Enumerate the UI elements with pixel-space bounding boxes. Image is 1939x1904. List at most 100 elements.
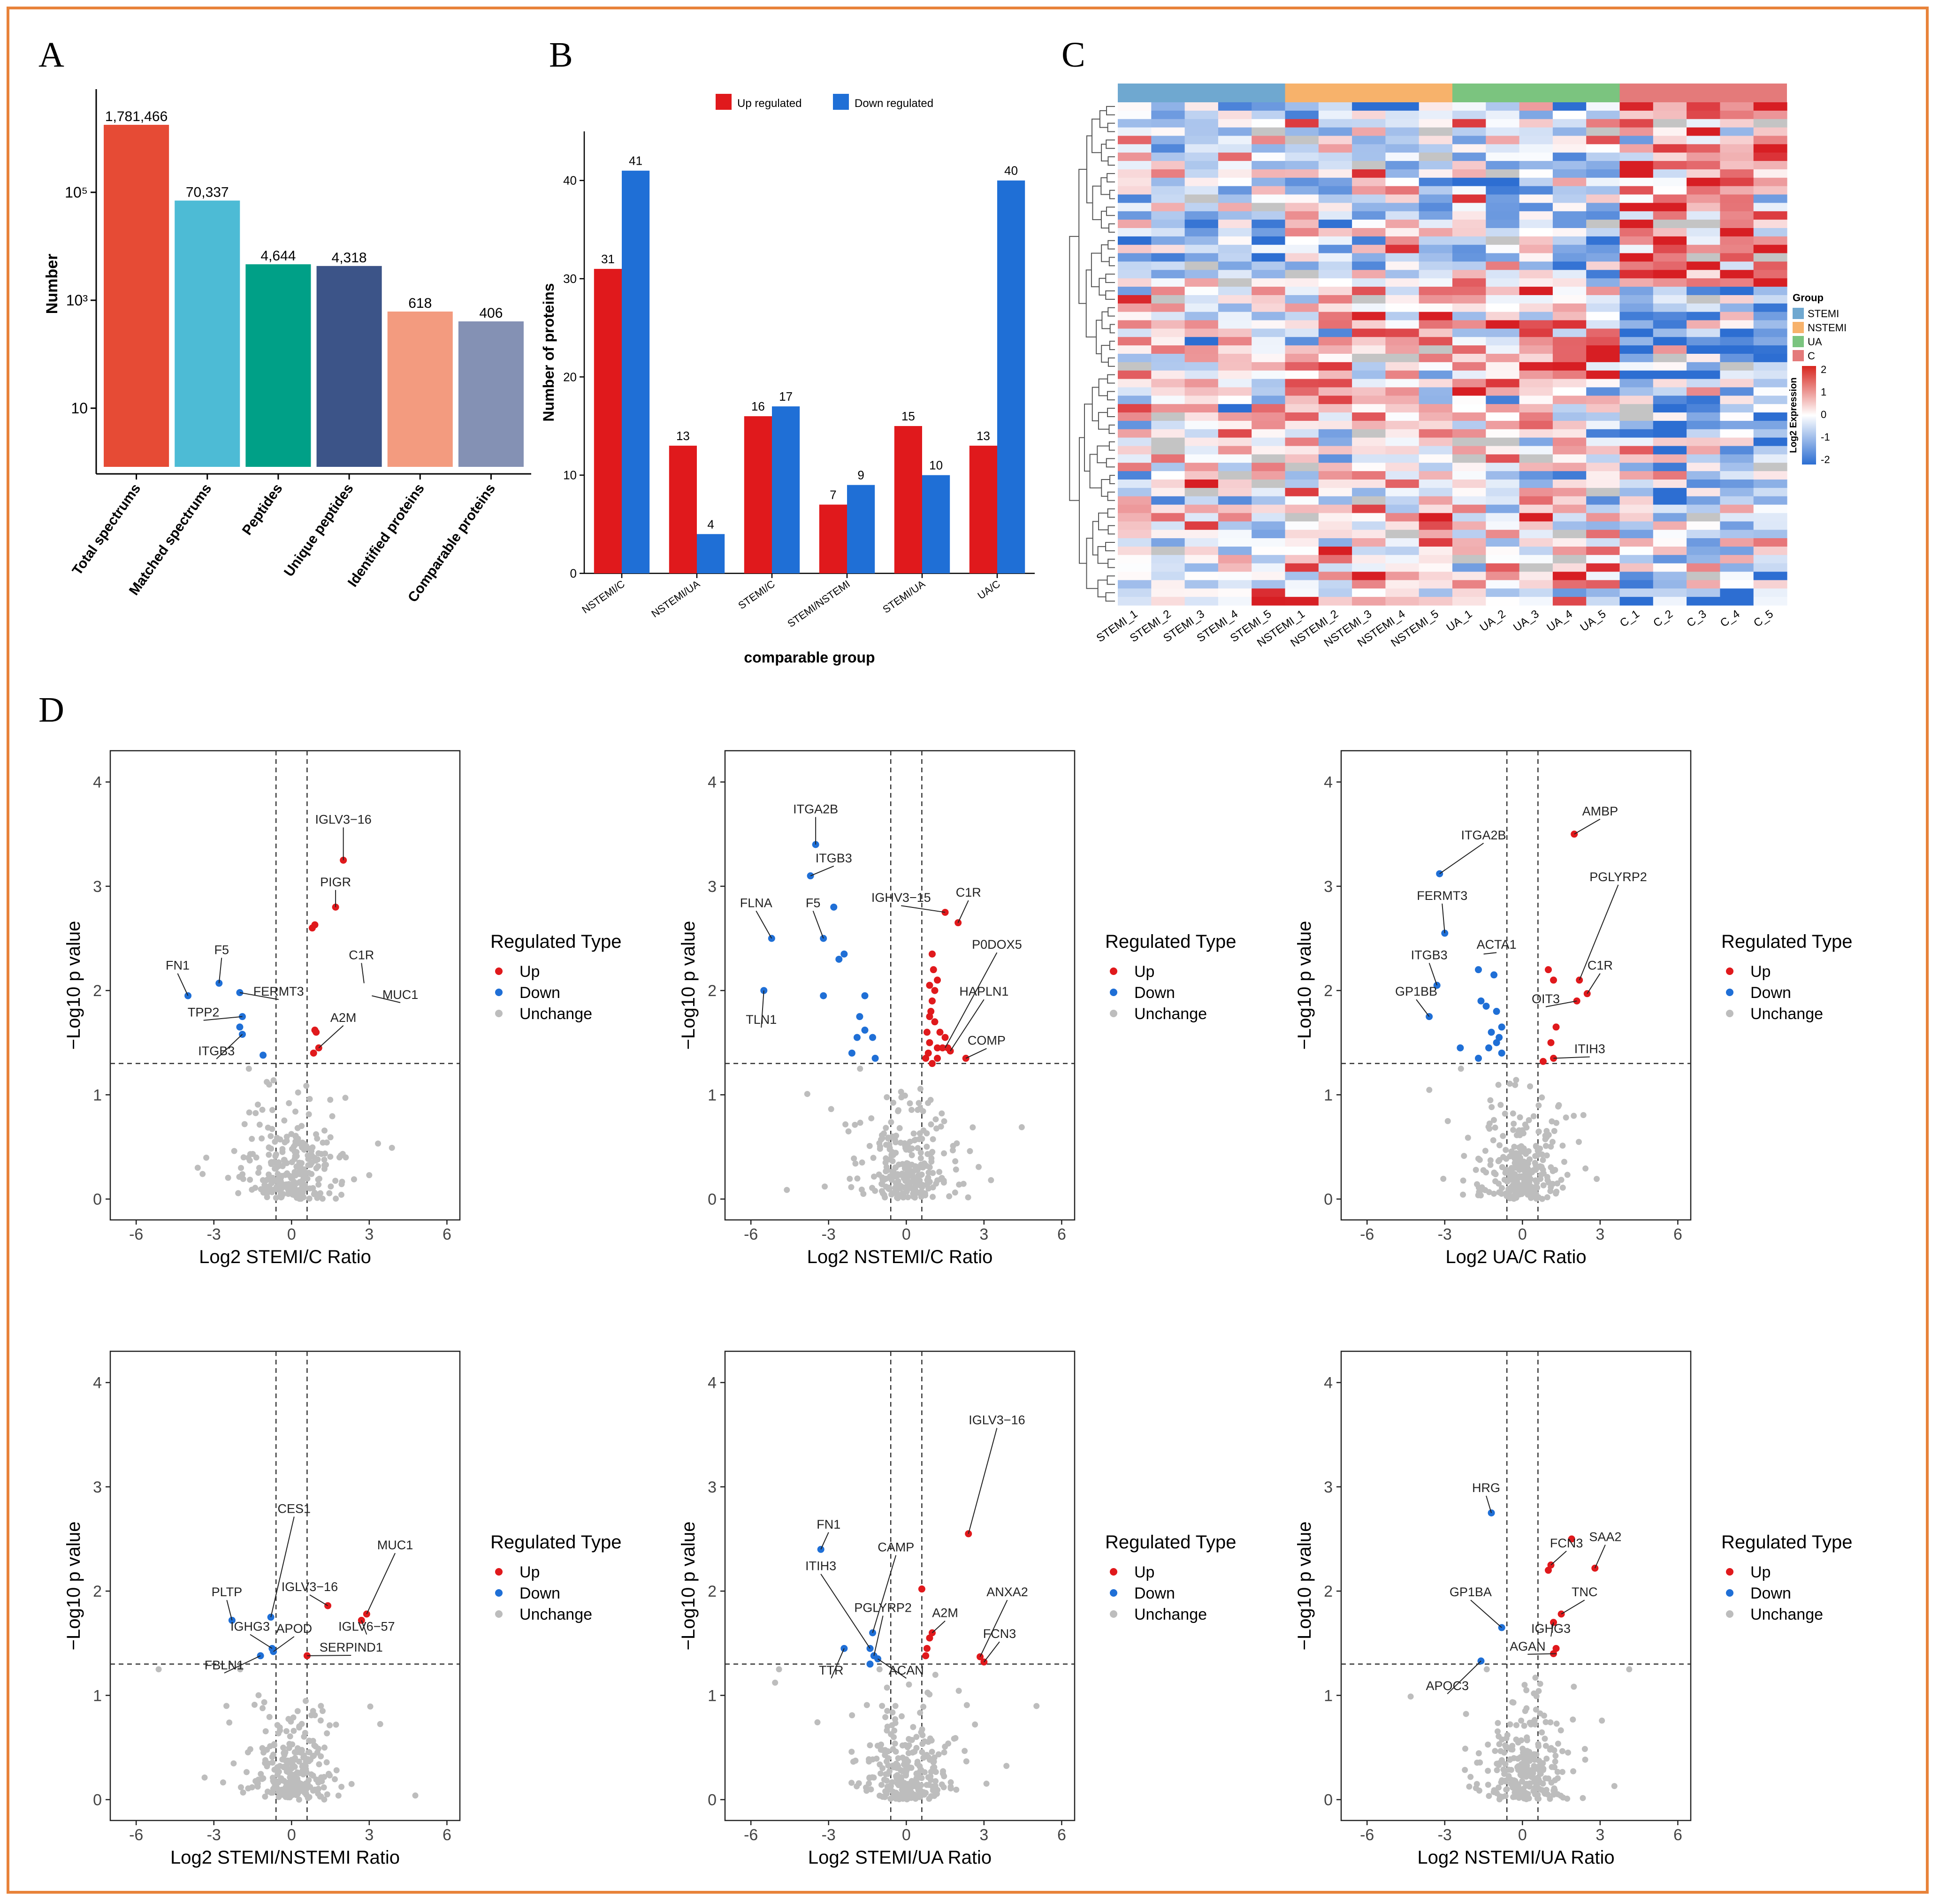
c-heatmap-cell [1218,194,1252,203]
d-y-tick-label: 1 [708,1687,717,1705]
d-point-unchange [916,1763,923,1769]
d-y-tick-label: 4 [93,774,102,792]
c-heatmap-cell [1586,287,1620,296]
c-heatmap-cell [1753,320,1787,329]
c-heatmap-cell [1653,429,1687,438]
c-heatmap-cell [1552,446,1587,455]
d-x-tick-label: 0 [1518,1826,1527,1844]
d-point-unchange [1474,1181,1481,1188]
c-heatmap-cell [1586,387,1620,396]
d-point-unchange [301,1754,308,1760]
d-point-unchange [328,1183,334,1190]
d-point-unchange [912,1194,918,1201]
d-point-unchange [290,1789,297,1796]
c-heatmap-cell [1753,220,1787,228]
c-heatmap-cell [1318,244,1352,254]
c-heatmap-cell [1753,463,1787,472]
d-point-unchange [963,1758,970,1765]
c-heatmap-cell [1452,404,1486,413]
d-point-unchange [296,1758,302,1765]
c-heatmap-cell [1252,571,1286,580]
d-legend-label: Down [519,984,560,1002]
c-heatmap-cell [1586,261,1620,270]
d-legend-label: Up [519,1563,540,1581]
c-heatmap-cell [1151,169,1185,178]
c-heatmap-cell [1586,555,1620,564]
d-point-unchange [312,1712,318,1719]
d-gene-label: ITGA2B [1461,828,1506,842]
d-point-unchange [895,1107,902,1113]
c-heatmap-cell [1184,261,1219,270]
c-heatmap-cell [1619,563,1654,572]
d-label-leader [965,1048,987,1059]
c-heatmap-cell [1385,597,1420,606]
d-point-unchange [1508,1148,1515,1155]
c-heatmap-cell [1184,278,1219,287]
d-point-unchange [1499,1777,1505,1783]
c-heatmap-cell [1184,420,1219,430]
c-heatmap-cell [1385,538,1420,547]
d-point-unchange [1460,1191,1466,1198]
d-label-leader [361,1620,367,1635]
c-heatmap-cell [1519,420,1553,430]
c-heatmap-cell [1352,530,1386,539]
d-point-unchange [1533,1706,1539,1713]
c-heatmap-cell [1753,295,1787,304]
c-heatmap-cell [1486,429,1520,438]
c-heatmap-cell [1653,437,1687,447]
d-plot-frame [1340,1350,1692,1821]
d-label-leader [761,990,764,1028]
c-heatmap-cell [1519,538,1553,547]
d-point-unchange [237,1784,244,1790]
c-heatmap-cell [1151,119,1185,128]
c-heatmap-cell [1619,110,1654,120]
c-scale-tick: 1 [1821,386,1826,398]
d-point-unchange [851,1155,857,1162]
d-point-unchange [933,1180,939,1187]
d-label-leader [831,1648,845,1679]
d-x-tick-label: -3 [1438,1226,1452,1243]
c-legend-swatch [1793,350,1804,361]
d-point-unchange [246,1109,252,1116]
c-heatmap-cell [1753,362,1787,371]
c-heatmap-cell [1486,194,1520,203]
c-legend-label: STEMI [1808,308,1839,320]
d-x-tick-label: 3 [1595,1826,1604,1844]
d-point-unchange [899,1787,905,1793]
d-legend-label: Unchange [1750,1606,1823,1623]
d-point-unchange [1498,1757,1505,1763]
b-bar-value-label: 16 [751,399,765,413]
c-heatmap-cell [1285,186,1319,195]
c-heatmap-cell [1352,404,1386,413]
d-point-unchange [1495,1158,1502,1165]
c-heatmap-cell [1252,144,1286,153]
c-heatmap-cell [1252,220,1286,228]
c-heatmap-cell [1318,521,1352,530]
c-heatmap-cell [1118,446,1152,455]
d-point-unchange [954,1140,960,1147]
d-point-unchange [1540,1157,1546,1163]
c-heatmap-cell [1318,429,1352,438]
d-point-unchange [1541,1713,1547,1719]
c-heatmap-cell [1552,119,1587,128]
c-heatmap-cell [1285,513,1319,522]
d-gene-label: PLTP [212,1585,243,1599]
c-heatmap-cell [1218,597,1252,606]
c-dendrogram-branch [1091,252,1102,288]
d-point-unchange [290,1762,297,1769]
c-heatmap-cell [1519,144,1553,153]
c-heatmap-cell [1619,194,1654,203]
c-heatmap-cell [1653,454,1687,463]
d-legend-dot [1726,989,1733,996]
d-point-unchange [884,1788,890,1795]
c-heatmap-cell [1720,480,1754,488]
c-heatmap-cell [1753,337,1787,346]
panel-letter-c: C [1061,35,1085,75]
c-heatmap-row [1118,597,1787,606]
d-point-up [926,1039,933,1046]
d-point-unchange [885,1135,892,1141]
c-heatmap-cell [1552,295,1587,304]
a-y-tick-label: 10 [71,400,88,417]
c-heatmap-cell [1285,303,1319,312]
c-heatmap-cell [1452,538,1486,547]
